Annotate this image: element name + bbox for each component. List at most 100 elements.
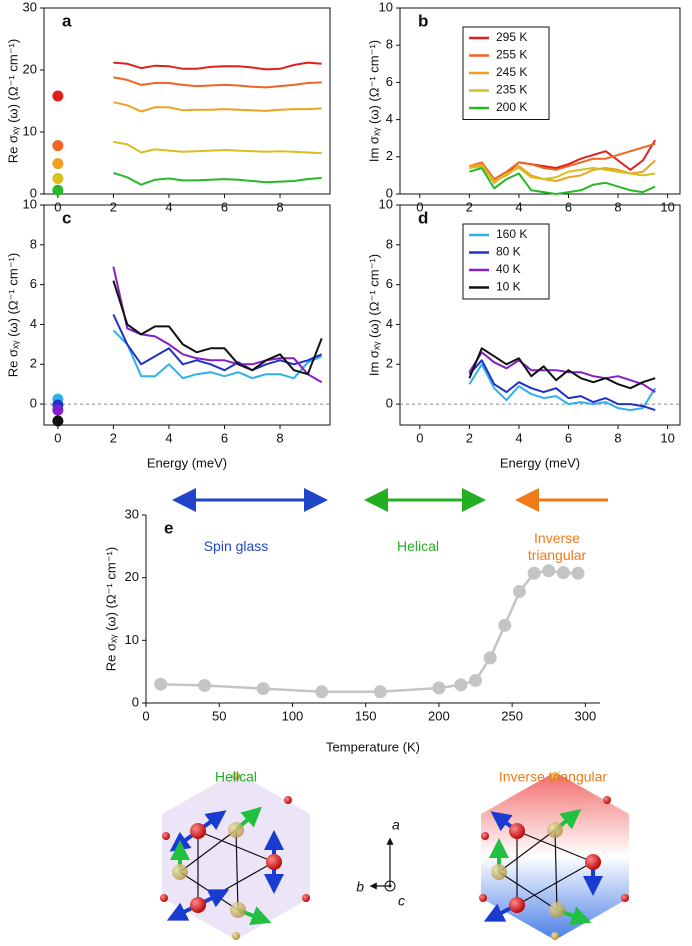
y-tick-label: 8 bbox=[386, 37, 393, 52]
data-point bbox=[556, 566, 570, 580]
plot-frame bbox=[399, 7, 681, 195]
series-line bbox=[469, 142, 656, 181]
y-tick-label: 10 bbox=[379, 0, 393, 14]
x-tick-label: 100 bbox=[282, 708, 304, 723]
data-point bbox=[483, 651, 497, 665]
dc-point bbox=[52, 90, 64, 102]
legend-label: 235 K bbox=[496, 83, 527, 97]
series-line bbox=[113, 76, 322, 89]
y-tick-label: 0 bbox=[386, 185, 393, 200]
x-tick-label: 0 bbox=[54, 199, 61, 214]
y-tick-label: 8 bbox=[30, 236, 37, 251]
panel-label: a bbox=[62, 11, 72, 30]
series-line bbox=[112, 266, 323, 384]
y-tick-label: 10 bbox=[23, 196, 37, 211]
axis-b-label: b bbox=[356, 879, 364, 895]
y-tick-label: 2 bbox=[30, 356, 37, 371]
legend-label: 80 K bbox=[496, 245, 521, 259]
crystal-axes: a b c bbox=[356, 817, 405, 909]
y-tick-label: 30 bbox=[125, 506, 139, 521]
x-tick-label: 8 bbox=[614, 430, 621, 445]
series-line bbox=[112, 314, 323, 372]
data-point bbox=[256, 682, 270, 696]
series-line bbox=[469, 167, 656, 195]
panel-label: d bbox=[418, 208, 428, 227]
data-point bbox=[571, 566, 585, 580]
y-tick-label: 8 bbox=[386, 236, 393, 251]
x-tick-label: 2 bbox=[466, 199, 473, 214]
y-tick-label: 4 bbox=[30, 316, 37, 331]
x-axis-title: Temperature (K) bbox=[326, 739, 420, 754]
y-tick-label: 10 bbox=[125, 632, 139, 647]
y-tick-label: 10 bbox=[379, 196, 393, 211]
plot-frame bbox=[43, 204, 331, 426]
x-tick-label: 300 bbox=[575, 708, 597, 723]
y-tick-label: 30 bbox=[23, 0, 37, 14]
x-tick-label: 150 bbox=[355, 708, 377, 723]
data-point bbox=[542, 564, 556, 578]
x-tick-label: 6 bbox=[565, 430, 572, 445]
series-line bbox=[112, 329, 323, 380]
data-point bbox=[154, 677, 168, 691]
panel-label: c bbox=[62, 208, 71, 227]
diagram-title: Helical bbox=[215, 769, 257, 785]
y-tick-label: 0 bbox=[132, 694, 139, 709]
y-axis-title: Re σₓᵧ (ω) (Ω⁻¹ cm⁻¹) bbox=[5, 39, 20, 163]
legend-label: 245 K bbox=[496, 65, 527, 79]
data-point bbox=[432, 681, 446, 695]
data-point bbox=[198, 678, 212, 692]
y-axis-title: Im σₓᵧ (ω) (Ω⁻¹ cm⁻¹) bbox=[366, 40, 381, 162]
dc-point bbox=[52, 415, 64, 427]
dc-point bbox=[52, 404, 64, 416]
data-point bbox=[498, 618, 512, 632]
x-tick-label: 8 bbox=[276, 430, 283, 445]
dc-point bbox=[52, 158, 64, 170]
y-tick-label: 2 bbox=[386, 148, 393, 163]
series-line bbox=[113, 140, 322, 155]
x-tick-label: 200 bbox=[428, 708, 450, 723]
x-tick-label: 6 bbox=[565, 199, 572, 214]
y-tick-label: 0 bbox=[30, 185, 37, 200]
x-tick-label: 0 bbox=[54, 430, 61, 445]
y-tick-label: 6 bbox=[30, 276, 37, 291]
y-tick-label: 4 bbox=[386, 111, 393, 126]
y-tick-label: 2 bbox=[386, 356, 393, 371]
data-point bbox=[527, 566, 541, 580]
x-tick-label: 8 bbox=[276, 199, 283, 214]
legend-label: 295 K bbox=[496, 30, 527, 44]
x-tick-label: 4 bbox=[165, 199, 172, 214]
series-line bbox=[112, 280, 323, 376]
data-point bbox=[315, 685, 329, 699]
legend-label: 200 K bbox=[496, 100, 527, 114]
plot-frame bbox=[399, 204, 681, 426]
series-line bbox=[468, 347, 656, 390]
phase-annotation: Helical bbox=[396, 538, 439, 554]
series-line bbox=[468, 363, 657, 412]
plot-frame bbox=[43, 7, 331, 195]
legend-label: 255 K bbox=[496, 48, 527, 62]
x-tick-label: 8 bbox=[614, 199, 621, 214]
x-tick-label: 4 bbox=[515, 430, 522, 445]
diagram-title: Inverse triangular bbox=[499, 769, 608, 785]
inverse-triangular-diagram bbox=[479, 772, 629, 940]
x-axis-title: Energy (meV) bbox=[500, 455, 580, 470]
phase-annotation: Inverse triangular bbox=[527, 530, 587, 563]
x-tick-label: 250 bbox=[501, 708, 523, 723]
panel-label: e bbox=[164, 518, 173, 537]
series-line bbox=[468, 359, 656, 412]
dc-point bbox=[52, 173, 64, 184]
axis-c-label: c bbox=[398, 893, 405, 909]
x-tick-label: 2 bbox=[110, 199, 117, 214]
y-axis-title: Re σₓᵧ (ω) (Ω⁻¹ cm⁻¹) bbox=[5, 253, 20, 377]
dc-point bbox=[52, 140, 64, 152]
legend-label: 40 K bbox=[496, 262, 521, 276]
data-point bbox=[454, 678, 468, 692]
data-point bbox=[512, 584, 526, 598]
dc-point bbox=[52, 184, 64, 196]
series-line bbox=[469, 165, 656, 184]
y-tick-label: 6 bbox=[386, 276, 393, 291]
helical-diagram bbox=[160, 772, 310, 940]
x-tick-label: 0 bbox=[416, 199, 423, 214]
